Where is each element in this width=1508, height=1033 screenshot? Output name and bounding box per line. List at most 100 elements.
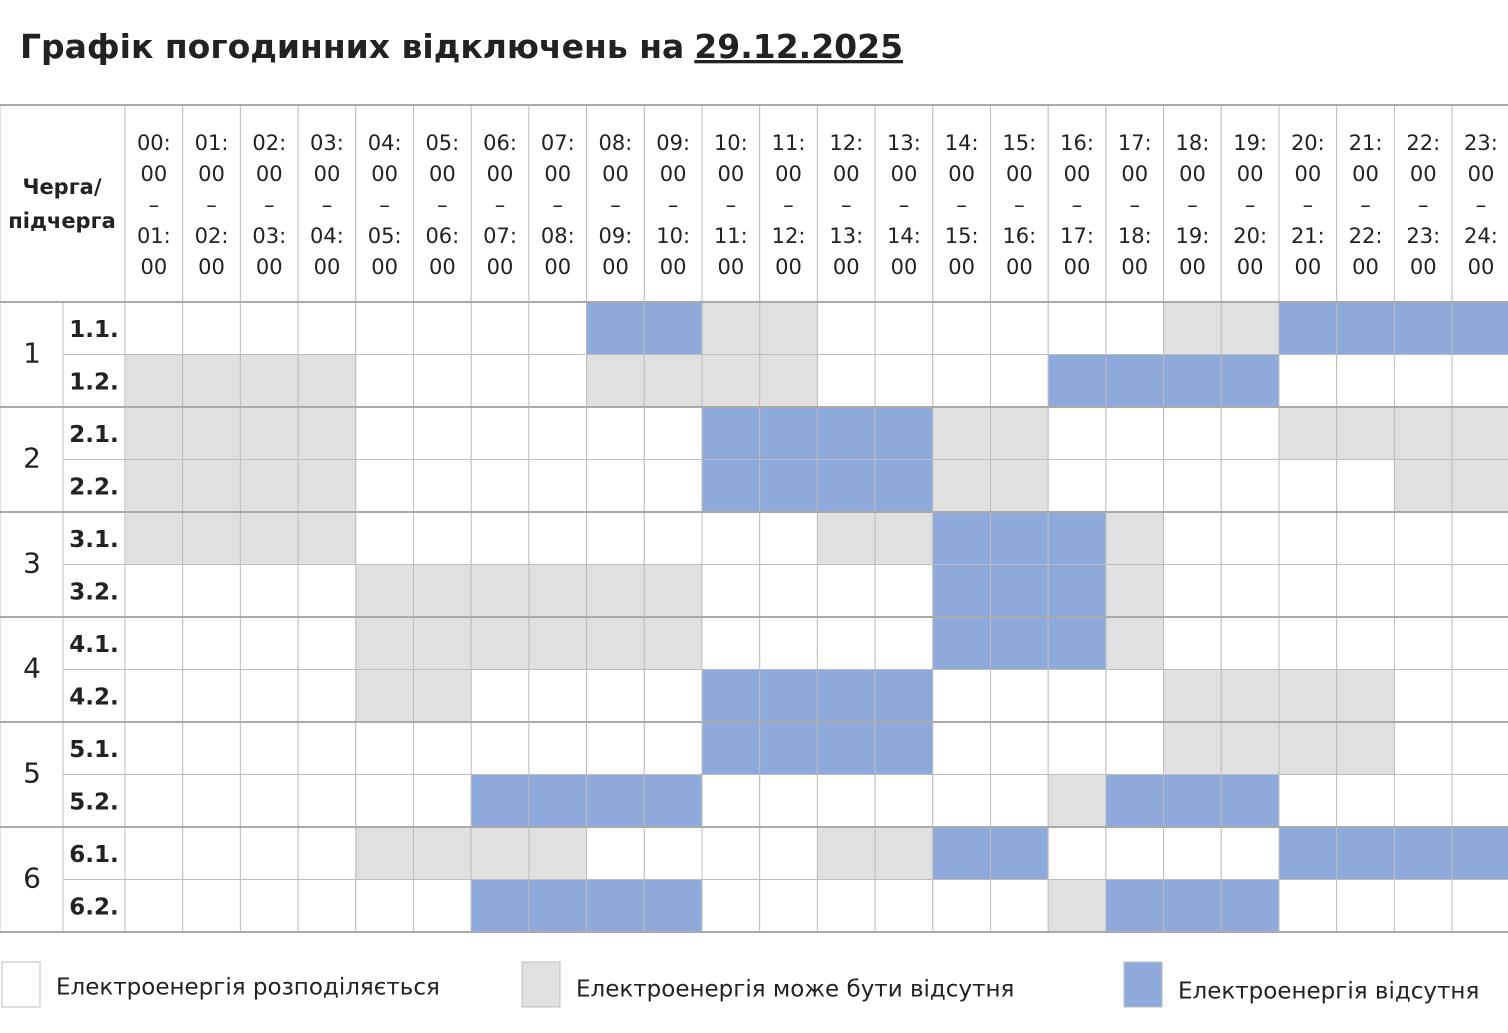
schedule-cell: [759, 616, 818, 670]
schedule-cell: [874, 564, 934, 618]
schedule-cell: [528, 721, 588, 775]
hour-label: 00: [1064, 162, 1091, 186]
schedule-cell: [1451, 721, 1508, 775]
schedule-cell: [759, 301, 818, 355]
schedule-cell: [470, 564, 530, 618]
schedule-cell: [586, 879, 645, 933]
hour-label: 00: [371, 162, 398, 186]
schedule-cell: [874, 879, 934, 933]
subqueue-label: 1.1.: [69, 317, 118, 343]
schedule-cell: [1278, 459, 1338, 513]
hour-label: 00: [1006, 255, 1033, 279]
schedule-cell: [816, 879, 876, 933]
schedule-cell: [932, 774, 991, 828]
schedule-cell: [355, 616, 414, 670]
hour-header-cell: [1278, 104, 1338, 303]
schedule-cell: [528, 774, 588, 828]
schedule-cell: [297, 826, 357, 880]
hour-label: 18:: [1176, 131, 1210, 155]
schedule-cell: [990, 774, 1049, 828]
schedule-cell: [1220, 406, 1280, 460]
hour-label: 00: [314, 255, 341, 279]
schedule-cell: [990, 616, 1049, 670]
schedule-cell: [1105, 459, 1165, 513]
schedule-cell: [816, 354, 876, 408]
schedule-cell: [1278, 774, 1338, 828]
schedule-cell: [239, 564, 299, 618]
schedule-cell: [528, 879, 588, 933]
hour-label: –: [437, 193, 448, 217]
schedule-cell: [297, 669, 357, 723]
schedule-cell: [124, 354, 184, 408]
hour-label: –: [1245, 193, 1256, 217]
schedule-cell: [239, 826, 299, 880]
schedule-cell: [124, 669, 184, 723]
schedule-cell: [297, 459, 357, 513]
schedule-cell: [701, 511, 761, 565]
schedule-cell: [528, 564, 588, 618]
schedule-cell: [701, 459, 761, 513]
schedule-cell: [1278, 721, 1338, 775]
hour-label: –: [783, 193, 794, 217]
schedule-cell: [1220, 669, 1280, 723]
schedule-cell: [124, 774, 184, 828]
schedule-cell: [1163, 879, 1222, 933]
schedule-cell: [124, 616, 184, 670]
schedule-cell: [643, 774, 703, 828]
schedule-cell: [182, 511, 241, 565]
schedule-cell: [701, 616, 761, 670]
schedule-cell: [528, 354, 588, 408]
group-cell: [0, 301, 64, 408]
hour-header-cell: [932, 104, 991, 303]
hour-label: 23:: [1406, 224, 1440, 248]
schedule-cell: [643, 564, 703, 618]
schedule-cell: [1220, 301, 1280, 355]
hour-label: 00: [1410, 162, 1437, 186]
subqueue-label: 5.1.: [69, 737, 118, 763]
schedule-cell: [990, 301, 1049, 355]
subqueue-label: 3.1.: [69, 527, 118, 553]
schedule-cell: [1451, 774, 1508, 828]
hour-label: 19:: [1233, 131, 1267, 155]
hour-label: 20:: [1233, 224, 1267, 248]
hour-label: 00: [1179, 162, 1206, 186]
schedule-cell: [701, 721, 761, 775]
schedule-cell: [355, 669, 414, 723]
hour-label: 00: [833, 255, 860, 279]
hour-label: 23:: [1464, 131, 1498, 155]
hour-label: 17:: [1060, 224, 1094, 248]
hour-label: 08:: [541, 224, 575, 248]
hour-header-cell: [355, 104, 414, 303]
hour-label: 14:: [945, 131, 979, 155]
hour-label: 19:: [1176, 224, 1210, 248]
schedule-cell: [1105, 564, 1165, 618]
hour-label: –: [1130, 193, 1141, 217]
hour-header-cell: [124, 104, 184, 303]
schedule-cell: [643, 354, 703, 408]
schedule-cell: [355, 354, 414, 408]
hour-label: 00: [256, 162, 283, 186]
schedule-cell: [528, 669, 588, 723]
schedule-cell: [1047, 406, 1107, 460]
hour-label: 00: [1294, 255, 1321, 279]
schedule-cell: [586, 301, 645, 355]
schedule-cell: [1278, 301, 1338, 355]
hour-label: 00: [140, 162, 167, 186]
schedule-cell: [643, 616, 703, 670]
schedule-cell: [1278, 616, 1338, 670]
subqueue-label: 1.2.: [69, 369, 118, 395]
schedule-cell: [816, 669, 876, 723]
schedule-cell: [1047, 879, 1107, 933]
schedule-cell: [470, 826, 530, 880]
hour-label: 15:: [945, 224, 979, 248]
schedule-cell: [1336, 774, 1395, 828]
schedule-cell: [470, 669, 530, 723]
schedule-cell: [701, 669, 761, 723]
schedule-cell: [1105, 354, 1165, 408]
schedule-cell: [932, 616, 991, 670]
schedule-cell: [470, 301, 530, 355]
schedule-cell: [182, 879, 241, 933]
hour-label: 00: [1468, 255, 1495, 279]
schedule-cell: [239, 354, 299, 408]
